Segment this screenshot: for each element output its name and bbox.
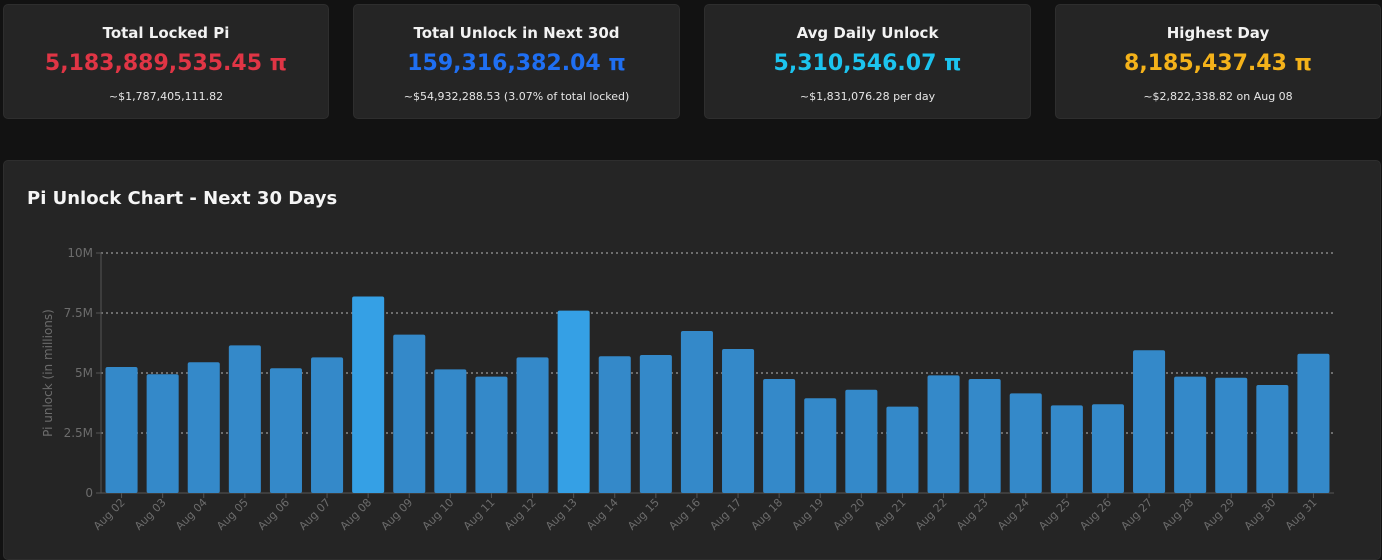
x-tick-label: Aug 27 — [1118, 496, 1155, 533]
bar[interactable] — [1091, 404, 1124, 493]
x-tick-label: Aug 02 — [91, 496, 128, 533]
bar[interactable] — [1050, 405, 1083, 493]
bar[interactable] — [352, 296, 385, 493]
bar[interactable] — [228, 345, 261, 493]
bar[interactable] — [1174, 376, 1207, 493]
card-subtext: ~$2,822,338.82 on Aug 08 — [1143, 90, 1293, 103]
bar[interactable] — [393, 334, 426, 493]
total-unlock-30d-card: Total Unlock in Next 30d 159,316,382.04 … — [353, 4, 680, 119]
bar[interactable] — [1297, 353, 1330, 493]
card-subtext: ~$1,831,076.28 per day — [799, 90, 936, 103]
card-title: Highest Day — [1166, 24, 1270, 42]
total-locked-card: Total Locked Pi 5,183,889,535.45 π ~$1,7… — [3, 4, 329, 119]
card-subtext: ~$1,787,405,111.82 — [108, 90, 224, 103]
bar[interactable] — [187, 362, 220, 493]
unlock-chart-panel: Pi Unlock Chart - Next 30 Days 0 2.5M 5M 7.… — [3, 160, 1381, 560]
x-tick-label: Aug 10 — [420, 496, 457, 533]
x-tick-label: Aug 12 — [502, 496, 539, 533]
x-tick-label: Aug 05 — [214, 496, 251, 533]
x-tick-label: Aug 25 — [1036, 496, 1073, 533]
bar[interactable] — [763, 379, 796, 493]
y-tick-label: 2.5M — [64, 426, 93, 440]
bar[interactable] — [434, 369, 467, 493]
x-tick-label: Aug 21 — [872, 496, 909, 533]
x-tick-label: Aug 20 — [831, 496, 868, 533]
bar[interactable] — [311, 357, 344, 493]
chart-title: Pi Unlock Chart - Next 30 Days — [27, 188, 338, 209]
x-tick-label: Aug 13 — [543, 496, 580, 533]
card-value: 5,183,889,535.45 π — [44, 51, 288, 76]
x-tick-label: Aug 06 — [255, 496, 292, 533]
x-tick-label: Aug 07 — [296, 496, 333, 533]
x-tick-label: Aug 28 — [1160, 496, 1197, 533]
bar[interactable] — [105, 367, 138, 493]
bar[interactable] — [680, 331, 713, 493]
card-value: 159,316,382.04 π — [407, 51, 626, 76]
bar[interactable] — [1215, 377, 1248, 493]
bar[interactable] — [886, 406, 919, 493]
x-tick-label: Aug 24 — [995, 496, 1032, 533]
highest-day-card: Highest Day 8,185,437.43 π ~$2,822,338.8… — [1055, 4, 1381, 119]
x-tick-label: Aug 08 — [338, 496, 375, 533]
x-tick-label: Aug 15 — [625, 496, 662, 533]
x-tick-label: Aug 29 — [1201, 496, 1238, 533]
x-tick-label: Aug 09 — [379, 496, 416, 533]
bar[interactable] — [968, 379, 1001, 493]
x-tick-label: Aug 14 — [584, 496, 621, 533]
card-title: Total Locked Pi — [102, 24, 230, 42]
card-title: Avg Daily Unlock — [796, 24, 939, 42]
bar[interactable] — [557, 310, 590, 493]
bar[interactable] — [1256, 385, 1289, 493]
x-tick-label: Aug 26 — [1077, 496, 1114, 533]
bar[interactable] — [639, 355, 672, 493]
x-tick-label: Aug 16 — [666, 496, 703, 533]
bar[interactable] — [845, 389, 878, 493]
bar[interactable] — [146, 374, 179, 493]
bar[interactable] — [516, 357, 549, 493]
card-title: Total Unlock in Next 30d — [413, 24, 620, 42]
y-tick-label: 0 — [85, 486, 93, 500]
bar[interactable] — [1133, 350, 1166, 493]
x-tick-label: Aug 18 — [749, 496, 786, 533]
bar[interactable] — [475, 376, 508, 493]
bar[interactable] — [269, 368, 302, 493]
y-tick-label: 5M — [75, 366, 93, 380]
bar[interactable] — [722, 349, 755, 493]
x-tick-label: Aug 03 — [132, 496, 169, 533]
bar[interactable] — [598, 356, 631, 493]
x-tick-label: Aug 22 — [913, 496, 950, 533]
bar[interactable] — [927, 375, 960, 493]
x-tick-label: Aug 23 — [954, 496, 991, 533]
x-tick-label: Aug 04 — [173, 496, 210, 533]
avg-daily-unlock-card: Avg Daily Unlock 5,310,546.07 π ~$1,831,… — [704, 4, 1031, 119]
x-tick-label: Aug 30 — [1242, 496, 1279, 533]
card-value: 8,185,437.43 π — [1124, 51, 1312, 76]
card-subtext: ~$54,932,288.53 (3.07% of total locked) — [403, 90, 630, 103]
bar[interactable] — [1009, 393, 1042, 493]
x-tick-label: Aug 11 — [461, 496, 498, 533]
card-value: 5,310,546.07 π — [773, 51, 962, 76]
y-axis-label: Pi unlock (in millions) — [41, 309, 55, 437]
bar[interactable] — [804, 398, 837, 493]
y-tick-label: 7.5M — [64, 306, 93, 320]
x-tick-label: Aug 17 — [707, 496, 744, 533]
unlock-bar-chart: 0 2.5M 5M 7.5M 10M Pi unlock (in millions) Aug… — [41, 246, 1334, 533]
x-tick-label: Aug 19 — [790, 496, 827, 533]
y-tick-label: 10M — [67, 246, 93, 260]
x-tick-label: Aug 31 — [1283, 496, 1320, 533]
